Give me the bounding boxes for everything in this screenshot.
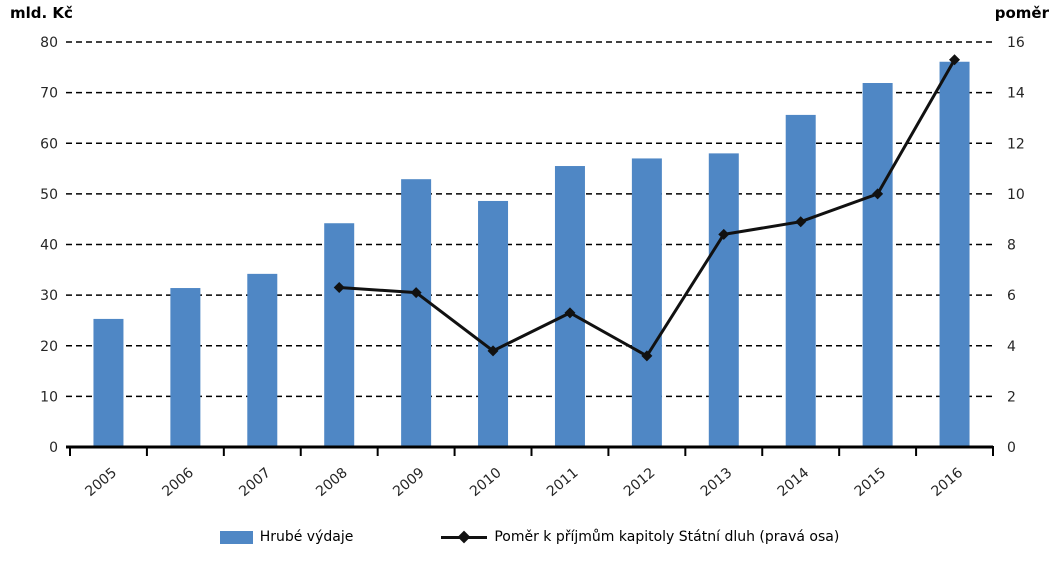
right-axis-tick-label: 14 xyxy=(1007,86,1025,102)
bar-2013 xyxy=(708,153,739,447)
legend: Hrubé výdaje Poměr k příjmům kapitoly St… xyxy=(0,521,1059,553)
left-axis-tick-label: 20 xyxy=(40,339,58,355)
x-tick-label-2014: 2014 xyxy=(775,465,813,500)
x-tick-label-2011: 2011 xyxy=(544,465,582,500)
diamond-marker-icon xyxy=(457,530,471,544)
right-axis-title: poměr xyxy=(994,4,1049,22)
bar-2012 xyxy=(631,158,662,447)
bar-2014 xyxy=(785,114,816,448)
ratio-marker-2009 xyxy=(410,287,422,299)
left-axis-tick-label: 60 xyxy=(40,136,58,152)
bar-2016 xyxy=(939,61,970,448)
left-axis-tick-label: 70 xyxy=(40,86,58,102)
left-axis-tick-label: 80 xyxy=(40,35,58,51)
ratio-marker-2016 xyxy=(949,54,961,66)
x-tick-label-2010: 2010 xyxy=(467,465,505,500)
x-tick-label-2007: 2007 xyxy=(236,465,274,500)
legend-item-bars: Hrubé výdaje xyxy=(219,529,354,545)
right-axis-tick-label: 6 xyxy=(1007,288,1016,304)
ratio-marker-2013 xyxy=(718,228,730,240)
x-tick-label-2015: 2015 xyxy=(852,465,890,500)
ratio-marker-2011 xyxy=(564,307,576,319)
right-axis-tick-label: 16 xyxy=(1007,35,1025,51)
left-axis-tick-label: 50 xyxy=(40,187,58,203)
right-axis-tick-label: 4 xyxy=(1007,339,1016,355)
bar-legend-swatch xyxy=(219,530,253,544)
ratio-marker-2015 xyxy=(872,188,884,200)
x-tick-label-2016: 2016 xyxy=(929,465,967,500)
right-axis-tick-label: 2 xyxy=(1007,389,1016,405)
legend-item-line-label: Poměr k příjmům kapitoly Státní dluh (pr… xyxy=(494,529,840,545)
left-axis-tick-label: 10 xyxy=(40,389,58,405)
left-axis-title: mld. Kč xyxy=(10,4,73,22)
left-axis-tick-label: 40 xyxy=(40,238,58,254)
bar-2009 xyxy=(401,179,432,447)
right-axis-tick-label: 10 xyxy=(1007,187,1025,203)
right-axis-tick-label: 12 xyxy=(1007,136,1025,152)
x-tick-label-2009: 2009 xyxy=(390,465,428,500)
right-axis-tick-label: 0 xyxy=(1007,440,1016,456)
x-tick-label-2008: 2008 xyxy=(313,465,351,500)
ratio-marker-2014 xyxy=(795,216,807,228)
bar-2010 xyxy=(478,200,509,447)
bar-2005 xyxy=(93,318,124,447)
x-tick-label-2005: 2005 xyxy=(82,465,120,500)
bar-2015 xyxy=(862,83,893,447)
combo-chart-plot: 0 10 20 30 40 50 60 70 80 0 2 4 6 8 10 12 14 16 2005 2006 20… xyxy=(40,35,1025,500)
x-tick-label-2012: 2012 xyxy=(621,465,659,500)
left-axis-tick-label: 0 xyxy=(49,440,58,456)
bar-2011 xyxy=(554,166,585,447)
x-tick-label-2006: 2006 xyxy=(159,465,197,500)
left-axis-tick-label: 30 xyxy=(40,288,58,304)
ratio-marker-2010 xyxy=(487,345,499,357)
bar-2006 xyxy=(170,288,201,447)
ratio-marker-2012 xyxy=(641,350,653,362)
bar-2008 xyxy=(324,223,355,447)
bar-2007 xyxy=(247,273,278,447)
x-tick-label-2013: 2013 xyxy=(698,465,736,500)
right-axis-tick-label: 8 xyxy=(1007,238,1016,254)
legend-item-line: Poměr k příjmům kapitoly Státní dluh (pr… xyxy=(441,529,839,545)
legend-item-bars-label: Hrubé výdaje xyxy=(259,529,354,545)
ratio-marker-2008 xyxy=(333,282,345,294)
line-legend-swatch xyxy=(441,530,488,544)
